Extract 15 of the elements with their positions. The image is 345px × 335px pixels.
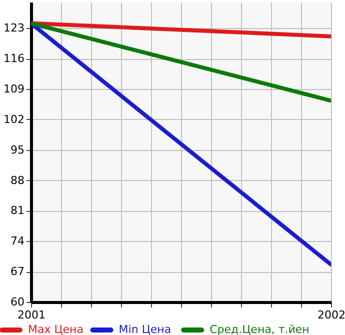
x-tick-label: 2001 [18,308,46,322]
legend-label: Сред.Цена, т.йен [210,323,310,335]
y-tick-label: 109 [4,82,24,96]
y-tick-label: 74 [10,234,24,248]
legend-label: Max Цена [28,323,84,335]
y-tick-label: 60 [10,296,24,308]
y-tick-label: 67 [10,265,24,278]
y-tick-label: 81 [10,204,24,218]
y-tick-label: 116 [4,52,24,66]
legend-label: Min Цена [118,323,172,335]
y-tick-label: 123 [4,22,24,35]
y-tick-label: 88 [10,174,24,187]
x-tick-label: 2002 [318,308,345,322]
y-tick-label: 102 [4,112,24,126]
y-tick-label: 95 [10,143,24,156]
